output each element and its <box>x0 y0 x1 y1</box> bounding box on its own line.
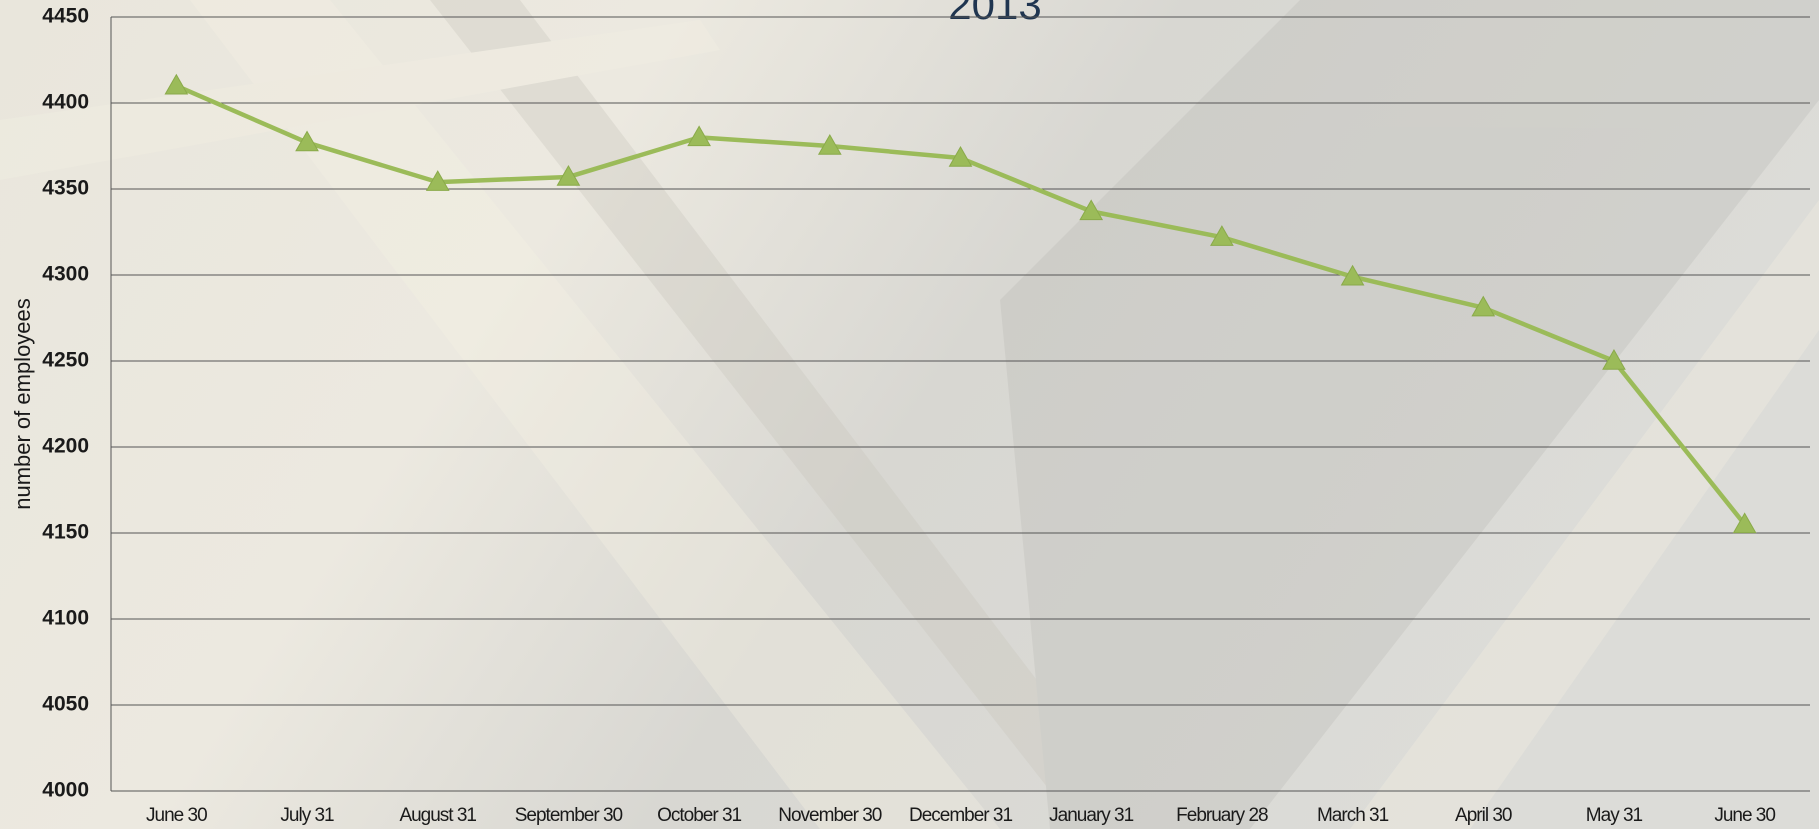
y-tick-label: 4100 <box>42 607 89 630</box>
marker <box>1602 348 1626 370</box>
marker <box>1079 199 1104 221</box>
marker <box>1340 264 1365 286</box>
y-tick-label: 4400 <box>42 91 89 114</box>
y-tick-label: 4000 <box>42 779 89 802</box>
x-tick-label: March 31 <box>1317 805 1389 826</box>
y-tick-label: 4350 <box>42 177 89 200</box>
marker <box>687 125 711 147</box>
y-tick-label: 4300 <box>42 263 89 286</box>
chart-title: 2013 <box>948 0 1041 28</box>
x-tick-label: February 28 <box>1176 805 1268 826</box>
x-tick-label: April 30 <box>1455 805 1512 826</box>
x-tick-label: November 30 <box>778 805 881 826</box>
marker <box>295 130 319 152</box>
y-axis-label: number of employees <box>10 298 35 510</box>
y-tick-label: 4200 <box>42 435 89 458</box>
x-tick-label: June 30 <box>146 805 207 826</box>
x-tick-label: October 31 <box>657 805 741 826</box>
marker <box>1210 225 1234 246</box>
marker <box>425 170 450 191</box>
marker <box>1471 295 1496 317</box>
y-tick-label: 4250 <box>42 349 89 372</box>
marker <box>948 146 973 167</box>
x-tick-label: December 31 <box>909 805 1012 826</box>
y-tick-label: 4450 <box>42 5 89 28</box>
marker <box>1732 512 1757 534</box>
marker <box>817 133 842 155</box>
x-tick-label: May 31 <box>1586 805 1643 826</box>
x-tick-label: July 31 <box>280 805 334 826</box>
x-tick-label: June 30 <box>1714 805 1775 826</box>
marker <box>556 164 581 186</box>
y-tick-label: 4050 <box>42 693 89 716</box>
x-tick-label: August 31 <box>399 805 476 826</box>
marker <box>164 73 189 95</box>
x-tick-label: January 31 <box>1049 805 1133 826</box>
y-tick-label: 4150 <box>42 521 89 544</box>
x-tick-label: September 30 <box>515 805 623 826</box>
